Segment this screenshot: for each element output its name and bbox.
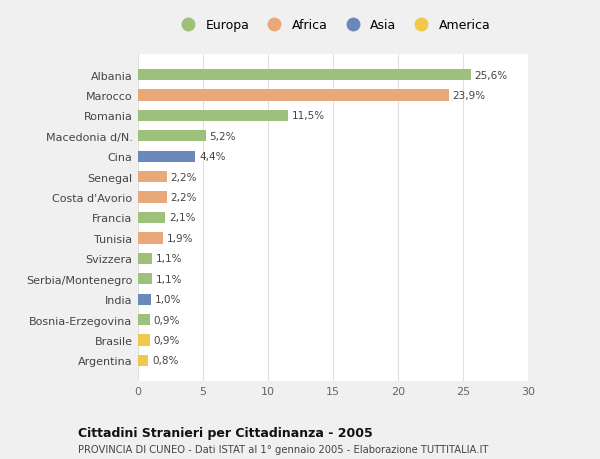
Bar (138, 131, 206, 142)
Bar (138, 253, 152, 264)
Legend: Europa, Africa, Asia, America: Europa, Africa, Asia, America (175, 19, 491, 32)
Text: 11,5%: 11,5% (292, 111, 325, 121)
Text: 0,9%: 0,9% (154, 315, 180, 325)
Text: PROVINCIA DI CUNEO - Dati ISTAT al 1° gennaio 2005 - Elaborazione TUTTITALIA.IT: PROVINCIA DI CUNEO - Dati ISTAT al 1° ge… (78, 444, 488, 454)
Bar (138, 111, 287, 122)
Text: 2,2%: 2,2% (170, 172, 197, 182)
Bar (138, 233, 163, 244)
Text: 0,8%: 0,8% (152, 356, 179, 365)
Bar (138, 355, 148, 366)
Bar (138, 192, 167, 203)
Text: 0,9%: 0,9% (154, 335, 180, 345)
Bar (138, 151, 195, 162)
Text: 23,9%: 23,9% (452, 91, 486, 101)
Text: 1,0%: 1,0% (155, 295, 181, 304)
Text: 1,1%: 1,1% (156, 254, 182, 264)
Text: 25,6%: 25,6% (475, 71, 508, 80)
Bar (138, 172, 167, 183)
Text: Cittadini Stranieri per Cittadinanza - 2005: Cittadini Stranieri per Cittadinanza - 2… (78, 426, 373, 439)
Bar (138, 314, 150, 325)
Text: 5,2%: 5,2% (209, 132, 236, 141)
Bar (138, 90, 449, 101)
Bar (138, 70, 471, 81)
Bar (138, 274, 152, 285)
Bar (138, 335, 150, 346)
Bar (138, 294, 151, 305)
Text: 2,2%: 2,2% (170, 193, 197, 203)
Text: 1,1%: 1,1% (156, 274, 182, 284)
Bar (138, 213, 166, 224)
Text: 2,1%: 2,1% (169, 213, 196, 223)
Text: 4,4%: 4,4% (199, 152, 226, 162)
Text: 1,9%: 1,9% (167, 233, 193, 243)
